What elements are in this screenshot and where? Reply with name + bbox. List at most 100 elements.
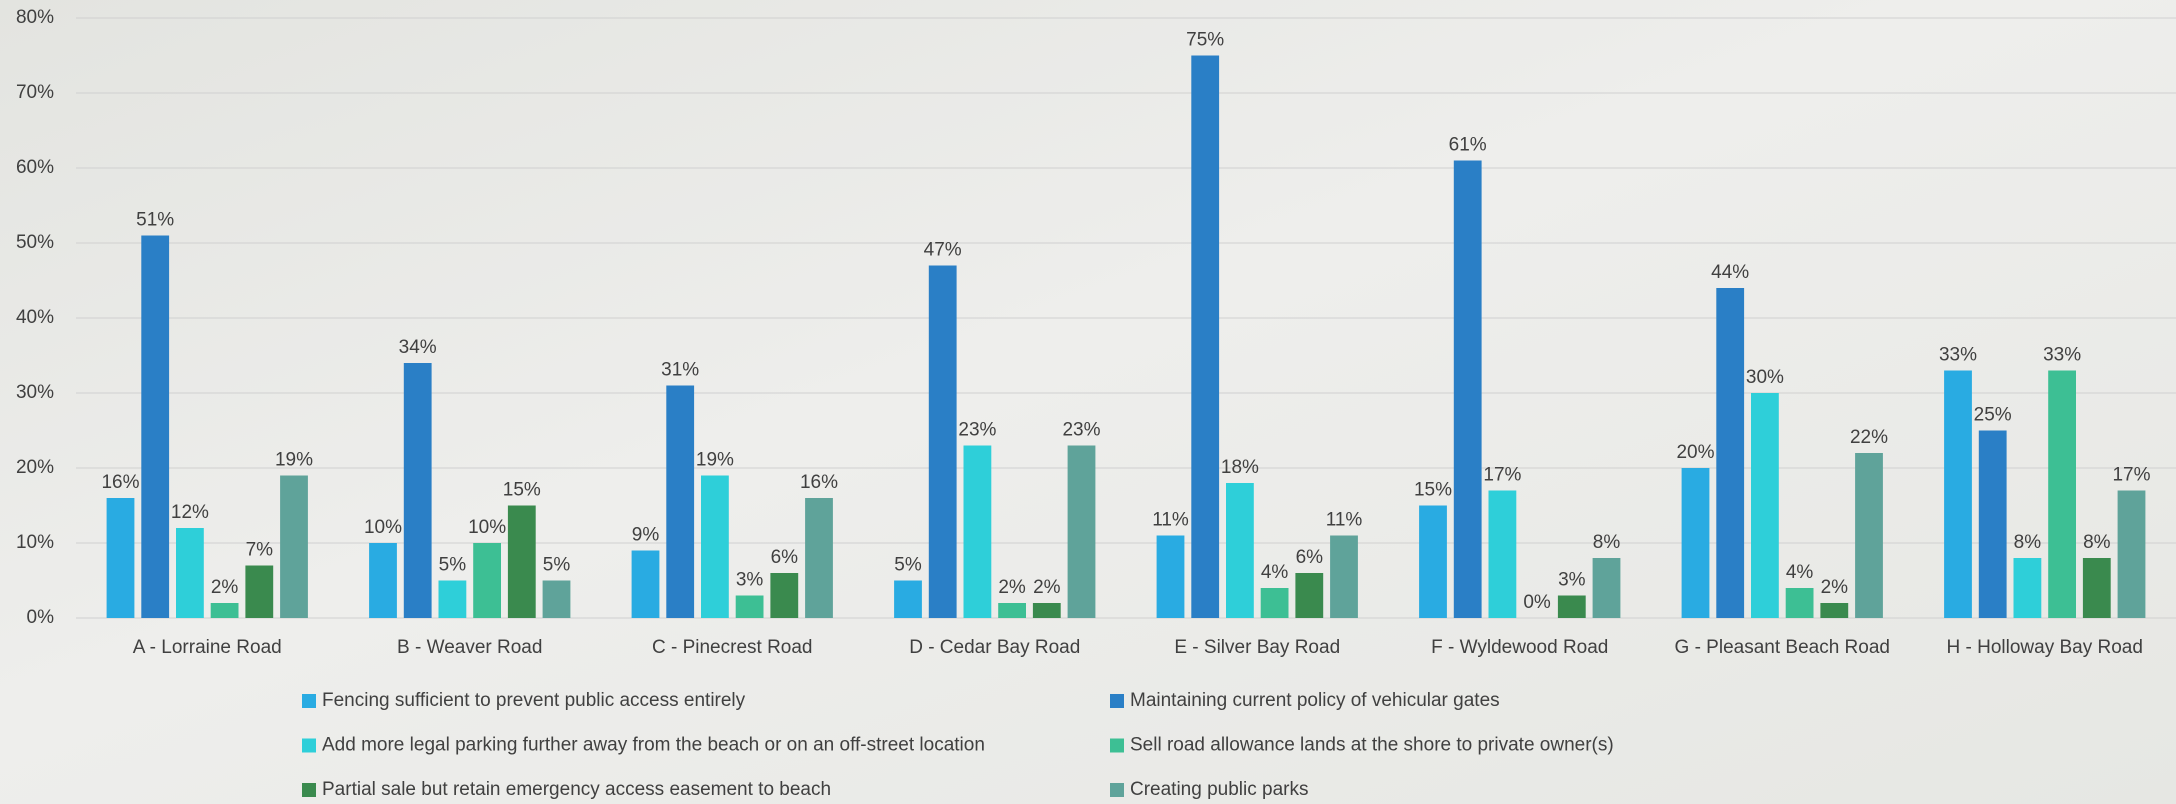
legend-swatch [1110,738,1124,753]
y-tick-label: 50% [16,232,54,253]
bar [2117,490,2146,618]
bar [928,265,957,618]
data-label: 22% [1850,427,1888,448]
bar [1032,603,1061,618]
data-label: 8% [2014,532,2042,553]
data-label: 15% [503,480,541,501]
bar [473,543,501,618]
bar [1751,393,1779,618]
data-label: 61% [1449,135,1487,156]
data-label: 18% [1221,457,1259,478]
x-tick-label: B - Weaver Road [397,637,542,658]
x-tick-label: E - Silver Bay Road [1174,637,1340,658]
data-label: 11% [1326,510,1363,531]
data-label: 31% [661,360,699,381]
x-tick-label: C - Pinecrest Road [652,637,813,658]
bar [770,573,799,618]
data-label: 19% [275,450,313,471]
y-tick-label: 20% [16,457,54,478]
data-label: 8% [1593,532,1621,553]
y-tick-label: 30% [16,382,54,403]
bar [210,603,239,618]
data-label: 6% [1296,547,1324,568]
y-tick-label: 60% [16,157,54,178]
data-label: 11% [1152,510,1189,531]
legend-swatch [1110,694,1124,708]
bar [1453,160,1482,618]
bar [141,235,170,618]
bar [2013,558,2042,618]
bar [176,528,204,618]
data-label: 2% [211,577,239,598]
data-label: 3% [1558,570,1586,591]
bar [1592,558,1621,618]
bar [2082,558,2111,618]
x-tick-label: F - Wyldewood Road [1431,637,1608,658]
bar [631,550,660,618]
data-label: 15% [1414,480,1452,501]
data-label: 5% [894,555,922,576]
data-label: 33% [1939,345,1977,366]
bar [1260,588,1289,618]
legend-swatch [302,738,316,753]
data-label: 44% [1711,262,1749,283]
legend-label: Maintaining current policy of vehicular … [1130,690,1500,711]
data-label: 5% [439,555,467,576]
data-label: 47% [924,240,962,261]
bar [106,498,135,618]
bar [1295,573,1324,618]
data-label: 17% [2112,465,2150,486]
bar [1557,595,1586,618]
legend-label: Creating public parks [1130,779,1308,800]
y-tick-label: 10% [16,532,54,553]
bar [245,565,274,618]
x-tick-label: A - Lorraine Road [133,637,282,658]
legend-swatch [1110,783,1124,797]
data-label: 6% [771,547,799,568]
bar [735,595,764,618]
data-label: 0% [1523,592,1551,613]
data-label: 34% [399,337,437,358]
bar [666,385,695,618]
bar [1067,445,1096,618]
data-label: 16% [101,472,139,493]
data-label: 3% [736,570,764,591]
legend-label: Fencing sufficient to prevent public acc… [322,690,746,711]
x-tick-label: D - Cedar Bay Road [909,637,1080,658]
bar [998,603,1026,618]
bar [805,498,833,618]
data-label: 33% [2043,345,2081,366]
legend-swatch [302,783,316,797]
data-label: 12% [171,502,209,523]
data-label: 8% [2083,532,2111,553]
bar [438,580,467,618]
bar [894,580,922,618]
bar [1855,453,1883,618]
data-label: 75% [1186,30,1224,51]
bar [1419,505,1447,618]
bar [1820,603,1849,618]
data-label: 5% [543,555,571,576]
data-label: 23% [958,420,996,441]
bar [1944,370,1972,618]
bar [1488,490,1517,618]
bar [280,475,308,618]
y-tick-label: 70% [16,82,54,103]
bar [1226,483,1254,618]
y-tick-label: 40% [16,307,54,328]
data-label: 9% [632,525,660,546]
legend-label: Partial sale but retain emergency access… [322,779,831,800]
bar [963,445,992,618]
data-label: 2% [998,577,1026,598]
data-label: 20% [1676,442,1714,463]
data-label: 19% [696,450,734,471]
x-tick-label: G - Pleasant Beach Road [1675,637,1890,658]
bar [1156,535,1185,618]
data-label: 10% [364,517,402,538]
data-label: 17% [1483,465,1521,486]
bar [701,475,729,618]
data-label: 2% [1033,577,1061,598]
data-label: 25% [1974,405,2012,426]
bar [1716,288,1745,618]
